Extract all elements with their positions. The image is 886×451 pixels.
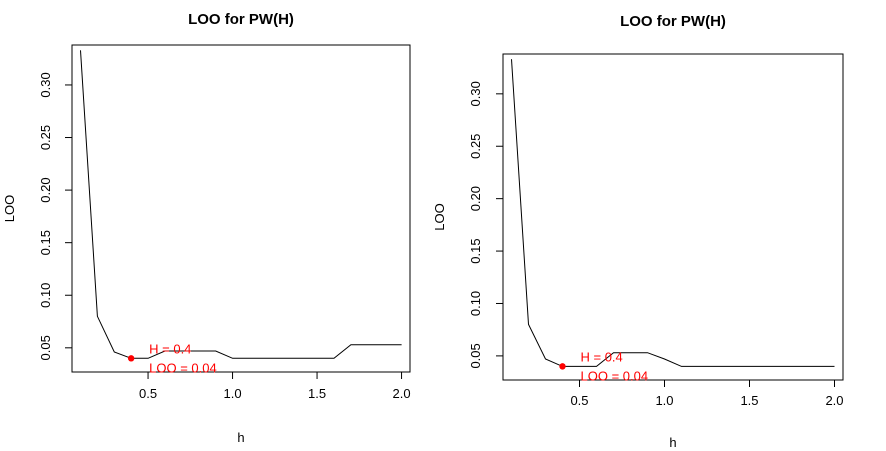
x-tick-label: 2.0: [393, 386, 411, 401]
y-axis-label: LOO: [2, 195, 17, 222]
x-tick-label: 0.5: [570, 393, 588, 408]
minimum-point: [127, 355, 135, 362]
x-tick-label: 0.5: [139, 386, 157, 401]
x-tick-label: 1.0: [224, 386, 242, 401]
annotation-loo-value: LOO = 0.04: [149, 360, 217, 375]
annotation-h-value: H = 0.4: [149, 341, 191, 356]
annotation-loo-value: LOO = 0.04: [581, 368, 649, 383]
minimum-point: [559, 363, 566, 370]
x-tick-label: 1.0: [655, 393, 673, 408]
y-tick-label: 0.05: [38, 335, 53, 360]
y-tick-label: 0.05: [468, 343, 483, 368]
plot-frame: [71, 44, 411, 373]
x-tick-label: 2.0: [825, 393, 843, 408]
loo-series-line: [80, 50, 402, 359]
chart-panel-2: LOO for PW(H) 0.5 1.0 1.5 2.0 0.05 0.10 0.15 0.2…: [432, 13, 844, 450]
y-tick-label: 0.25: [468, 134, 483, 159]
y-axis-label: LOO: [432, 203, 447, 230]
annotation-h-value: H = 0.4: [581, 349, 623, 364]
y-tick-label: 0.20: [38, 177, 53, 202]
x-tick-label: 1.5: [740, 393, 758, 408]
y-tick-label: 0.30: [468, 81, 483, 106]
y-tick-label: 0.10: [468, 291, 483, 316]
loo-series-line: [511, 59, 835, 367]
y-tick-label: 0.15: [468, 238, 483, 263]
x-tick-label: 1.5: [308, 386, 326, 401]
plot-frame: [502, 53, 844, 381]
y-tick-label: 0.15: [38, 230, 53, 255]
x-axis-label: h: [669, 435, 676, 450]
y-tick-label: 0.20: [468, 186, 483, 211]
chart-title: LOO for PW(H): [620, 13, 726, 30]
x-axis-label: h: [237, 430, 244, 445]
chart-panel-1: LOO for PW(H) 0.5 1.0 1.5 2.0 0.05 0.10 0.15 0.2…: [2, 11, 411, 445]
y-tick-label: 0.10: [38, 283, 53, 308]
y-tick-label: 0.25: [38, 125, 53, 150]
y-tick-label: 0.30: [38, 72, 53, 97]
chart-title: LOO for PW(H): [188, 11, 294, 28]
